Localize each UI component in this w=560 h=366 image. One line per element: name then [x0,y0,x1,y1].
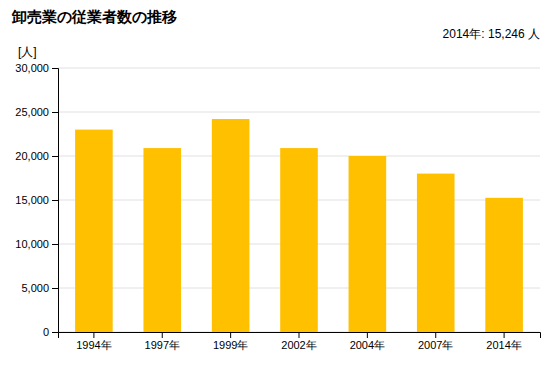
y-tick-mark [52,68,58,69]
bars [75,119,523,332]
y-tick: 0 [43,326,58,338]
x-tick: 2002年 [281,332,316,351]
bar [485,198,523,332]
bar [417,174,455,332]
bar [212,119,250,332]
y-tick-label: 30,000 [15,62,49,74]
x-tick-mark [230,332,231,338]
y-tick-label: 20,000 [15,150,49,162]
annotation: 2014年: 15,246 人 [443,27,540,41]
x-tick-mark [367,332,368,338]
y-tick-mark [52,112,58,113]
x-axis: 1994年 1997年 1999年 2002年 2004年 2007年 2014年 [59,332,541,351]
y-tick-mark [52,332,58,333]
x-tick-mark [299,332,300,338]
y-tick-label: 25,000 [15,106,49,118]
x-tick-label: 1994年 [76,339,111,351]
y-tick: 10,000 [15,238,58,250]
x-tick: 2004年 [350,332,385,351]
x-tick-label: 2014年 [486,339,521,351]
title: 卸売業の従業者数の推移 [11,8,177,25]
x-tick-mark [504,332,505,338]
y-tick: 20,000 [15,150,58,162]
bar [349,156,387,332]
grid-line [58,68,540,69]
bar [280,148,318,332]
x-tick-label: 1999年 [213,339,248,351]
bar [75,130,113,332]
x-tick: 2007年 [418,332,453,351]
x-tick: 1999年 [213,332,248,351]
x-tick: 1994年 [76,332,111,351]
y-tick-mark [52,156,58,157]
x-tick-mark [162,332,163,338]
y-tick-label: 15,000 [15,194,49,206]
bar [143,148,181,332]
plot: 0 5,000 10,000 15,000 20,000 25,000 30,000 1994… [15,62,540,351]
y-tick: 5,000 [21,282,58,294]
x-tick-mark [93,332,94,338]
y-axis: 0 5,000 10,000 15,000 20,000 25,000 30,000 [15,62,58,338]
y-tick: 15,000 [15,194,58,206]
x-tick-label: 1997年 [145,339,180,351]
y-tick: 30,000 [15,62,58,74]
x-tick-label: 2004年 [350,339,385,351]
y-tick-mark [52,288,58,289]
y-tick-mark [52,200,58,201]
y-label: [人] [18,45,37,59]
x-axis-line [59,333,541,339]
grid [58,68,540,332]
x-tick: 2014年 [486,332,521,351]
grid-line [58,112,540,113]
x-tick-mark [435,332,436,338]
chart: 卸売業の従業者数の推移 0 5,000 10,000 15,000 20,000 25,00… [0,0,560,366]
y-tick-label: 10,000 [15,238,49,250]
x-tick-label: 2007年 [418,339,453,351]
y-tick-label: 0 [43,326,49,338]
y-tick-mark [52,244,58,245]
x-tick-label: 2002年 [281,339,316,351]
y-tick: 25,000 [15,106,58,118]
y-tick-label: 5,000 [21,282,49,294]
y-axis-line [52,69,59,333]
x-tick: 1997年 [145,332,180,351]
